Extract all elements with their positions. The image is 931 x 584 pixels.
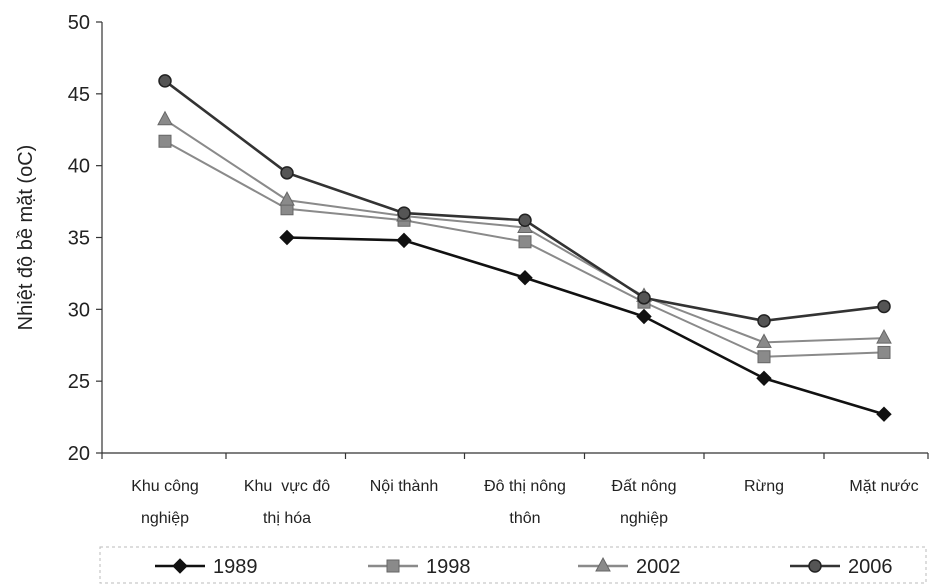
legend-marker-1998 [386, 559, 400, 573]
data-point-1998 [757, 350, 771, 364]
x-tick-label: thôn [509, 510, 540, 527]
x-tick-label: Mặt nước [849, 478, 918, 495]
data-point-2006 [757, 314, 771, 328]
data-point-2006 [518, 213, 532, 228]
y-tick-label: 40 [68, 156, 90, 178]
data-point-1998 [158, 134, 172, 148]
x-tick-label: Đất nông [612, 478, 677, 495]
legend-label-2002: 2002 [636, 556, 681, 578]
data-point-1989 [876, 406, 892, 422]
x-tick-label: Đô thị nông [484, 478, 566, 495]
data-point-2002 [756, 333, 772, 348]
data-point-2006 [877, 299, 891, 314]
data-point-1989 [279, 229, 295, 246]
data-point-2002 [876, 329, 892, 344]
data-point-1989 [517, 270, 533, 286]
legend-label-1998: 1998 [426, 556, 471, 578]
series-line-1989 [286, 236, 885, 416]
legend-marker-1989 [172, 558, 188, 574]
y-tick-label: 25 [68, 371, 90, 393]
x-tick-label: nghiệp [141, 510, 189, 527]
x-tick-label: Khu vực đô [244, 478, 330, 495]
y-tick-label: 20 [68, 443, 90, 465]
data-point-1989 [756, 370, 772, 387]
data-point-2002 [157, 110, 173, 126]
data-point-1989 [636, 308, 652, 325]
y-tick-label: 45 [68, 84, 90, 106]
legend-marker-2002 [595, 556, 611, 572]
data-point-2006 [397, 206, 411, 220]
x-tick-label: Rừng [744, 478, 784, 495]
legend-label-1989: 1989 [213, 556, 258, 578]
data-point-1989 [396, 232, 412, 249]
data-point-2006 [280, 166, 294, 180]
x-tick-label: nghiệp [620, 510, 668, 527]
legend-box [99, 546, 927, 584]
data-point-1998 [877, 345, 891, 359]
x-tick-label: thị hóa [263, 510, 311, 527]
series-line-1998 [164, 140, 885, 358]
y-tick-label: 30 [68, 299, 90, 321]
legend-label-2006: 2006 [848, 556, 893, 578]
data-point-2002 [279, 191, 295, 206]
x-tick-label: Khu công [131, 478, 199, 495]
x-tick-label: Nội thành [370, 478, 439, 495]
data-point-1998 [518, 235, 532, 249]
y-tick-label: 35 [68, 228, 90, 250]
data-point-2006 [158, 74, 172, 88]
data-point-2006 [637, 291, 651, 305]
y-tick-label: 50 [68, 12, 90, 34]
legend-marker-2006 [808, 559, 822, 573]
y-axis-title: Nhiệt độ bề mặt (oC) [15, 145, 37, 331]
